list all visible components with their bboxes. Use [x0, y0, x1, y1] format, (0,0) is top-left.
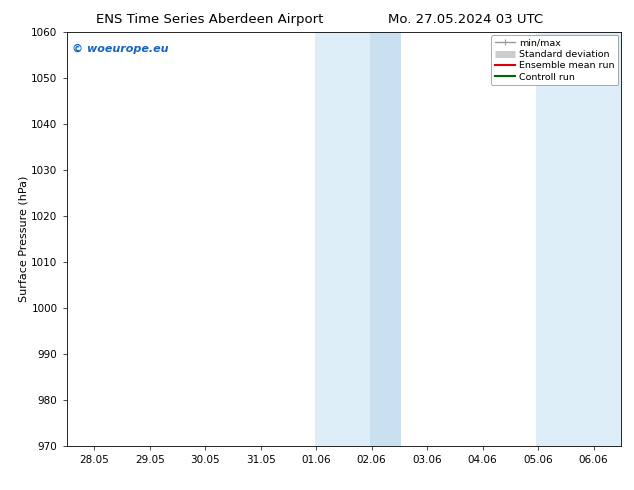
Y-axis label: Surface Pressure (hPa): Surface Pressure (hPa)	[18, 176, 29, 302]
Bar	[536, 32, 621, 446]
Text: ENS Time Series Aberdeen Airport: ENS Time Series Aberdeen Airport	[96, 13, 323, 26]
Text: Mo. 27.05.2024 03 UTC: Mo. 27.05.2024 03 UTC	[389, 13, 543, 26]
Bar	[314, 32, 373, 446]
Text: © woeurope.eu: © woeurope.eu	[72, 44, 169, 54]
Bar	[370, 32, 401, 446]
Legend: min/max, Standard deviation, Ensemble mean run, Controll run: min/max, Standard deviation, Ensemble me…	[491, 35, 619, 85]
